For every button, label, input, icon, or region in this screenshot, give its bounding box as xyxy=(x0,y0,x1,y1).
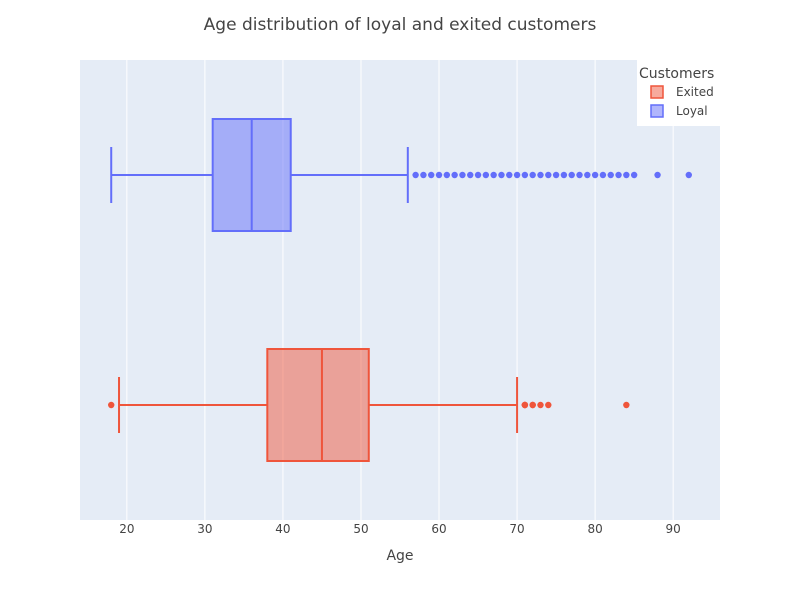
outlier-point xyxy=(108,401,115,409)
outlier-point xyxy=(584,171,591,179)
outlier-point xyxy=(568,171,575,179)
outlier-point xyxy=(623,171,630,179)
box-loyal xyxy=(110,118,692,232)
outlier-point xyxy=(545,171,552,179)
iqr-box xyxy=(266,348,370,462)
outlier-point xyxy=(521,171,529,179)
outlier-point xyxy=(529,401,536,409)
outlier-point xyxy=(490,171,497,179)
legend: Customers Exited Loyal xyxy=(637,60,720,126)
legend-swatch xyxy=(650,85,664,99)
x-tick-label: 80 xyxy=(587,522,602,536)
outlier-point xyxy=(428,171,435,179)
plot-area xyxy=(80,60,720,520)
outlier-point xyxy=(545,401,552,409)
box-exited xyxy=(108,348,630,462)
outlier-point xyxy=(576,171,583,179)
outlier-point xyxy=(467,171,474,179)
outlier-point xyxy=(482,171,490,179)
legend-label: Loyal xyxy=(676,104,708,118)
outlier-point xyxy=(451,171,458,179)
outlier-point xyxy=(685,171,692,179)
outlier-point xyxy=(443,171,451,179)
legend-swatch xyxy=(650,104,664,118)
x-tick-label: 60 xyxy=(431,522,446,536)
outlier-point xyxy=(537,171,544,179)
x-tick-label: 30 xyxy=(197,522,212,536)
outlier-point xyxy=(513,171,521,179)
x-tick-label: 70 xyxy=(509,522,524,536)
x-axis-label: Age xyxy=(386,548,413,564)
legend-item-exited[interactable]: Exited xyxy=(650,85,714,99)
legend-item-loyal[interactable]: Loyal xyxy=(650,104,708,118)
outlier-point xyxy=(537,401,544,409)
x-tick-label: 50 xyxy=(353,522,368,536)
outlier-point xyxy=(552,171,560,179)
x-tick-label: 20 xyxy=(119,522,134,536)
outlier-point xyxy=(560,171,568,179)
legend-label: Exited xyxy=(676,85,714,99)
x-axis-ticks: 20 30 40 50 60 70 80 90 xyxy=(119,522,681,536)
outlier-point xyxy=(521,401,529,409)
outlier-point xyxy=(607,171,614,179)
outlier-point xyxy=(529,171,536,179)
outlier-point xyxy=(420,171,427,179)
legend-title: Customers xyxy=(639,66,714,82)
outlier-point xyxy=(435,171,443,179)
outlier-point xyxy=(459,171,466,179)
outlier-point xyxy=(412,171,419,179)
x-tick-label: 40 xyxy=(275,522,290,536)
box-traces xyxy=(108,118,692,462)
outlier-point xyxy=(591,171,599,179)
outlier-point xyxy=(623,401,630,409)
outlier-point xyxy=(474,171,482,179)
outlier-point xyxy=(630,171,638,179)
chart-title: Age distribution of loyal and exited cus… xyxy=(204,15,597,35)
outlier-point xyxy=(599,171,607,179)
outlier-point xyxy=(498,171,505,179)
x-tick-label: 90 xyxy=(666,522,681,536)
outlier-point xyxy=(654,171,661,179)
outlier-point xyxy=(615,171,622,179)
outlier-point xyxy=(506,171,513,179)
